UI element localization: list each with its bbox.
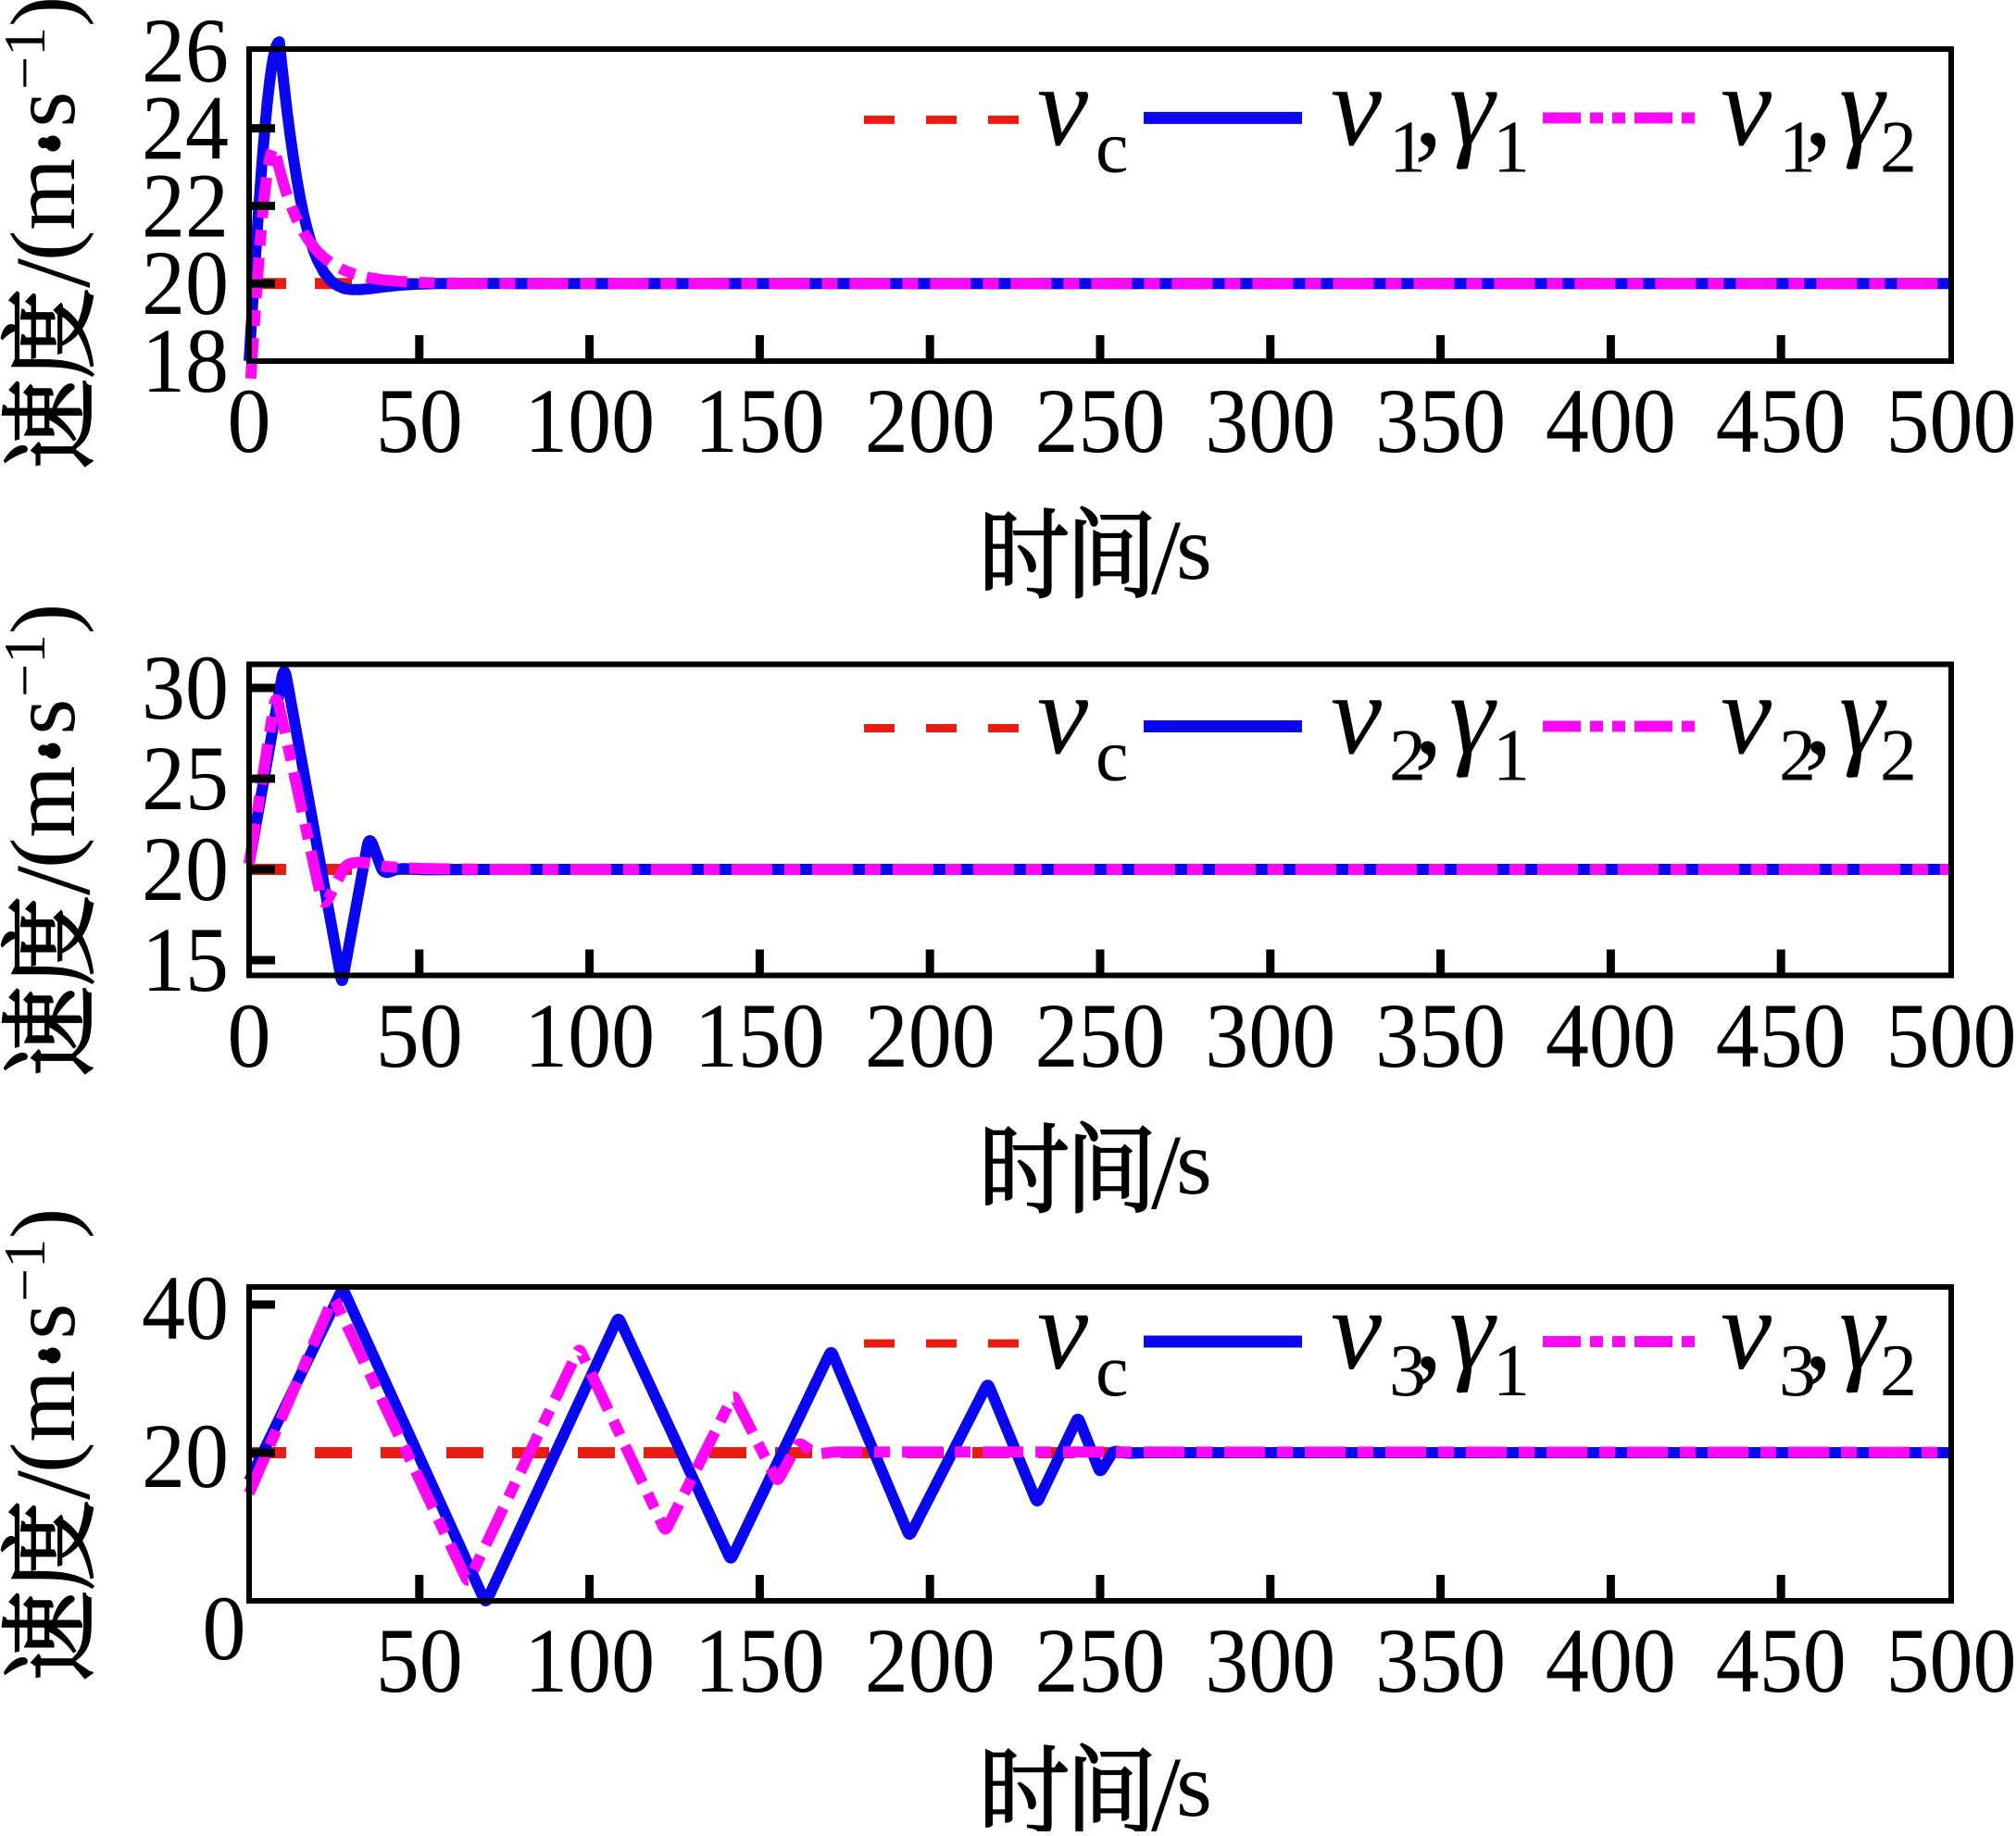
svg-text:−1: −1 [0,1239,57,1302]
svg-text:300: 300 [1205,1609,1335,1712]
svg-text:50: 50 [376,369,463,472]
svg-text:0: 0 [203,1577,246,1680]
svg-text:50: 50 [376,984,463,1087]
svg-text:1: 1 [1493,106,1530,188]
svg-text:450: 450 [1716,1609,1847,1712]
svg-text:): ) [0,1208,94,1239]
svg-text:250: 250 [1035,369,1166,472]
svg-text:150: 150 [695,369,825,472]
svg-text:30: 30 [142,636,229,739]
svg-text:v: v [1721,1267,1772,1393]
svg-text:): ) [0,604,94,634]
svg-text:,: , [1414,43,1443,169]
svg-text:/: / [0,258,112,288]
svg-text:1: 1 [1493,716,1530,797]
svg-text:v: v [1037,652,1089,779]
svg-text:,: , [1804,1267,1833,1393]
svg-text:,: , [1804,652,1833,779]
svg-text:2: 2 [1880,716,1917,797]
svg-text:v: v [1037,1267,1089,1393]
svg-text:250: 250 [1035,1609,1166,1712]
svg-text:450: 450 [1716,369,1847,472]
svg-text:450: 450 [1716,984,1847,1087]
svg-text:50: 50 [376,1609,463,1712]
svg-text:150: 150 [695,1609,825,1712]
svg-text:2: 2 [1880,106,1917,188]
svg-text:/: / [0,866,112,895]
svg-text:2: 2 [1880,1330,1917,1412]
svg-text:(m·s: (m·s [0,92,94,261]
svg-text:v: v [1037,43,1089,169]
svg-text:−1: −1 [0,27,57,90]
svg-text:500: 500 [1886,369,2016,472]
svg-text:26: 26 [142,0,229,102]
svg-text:c: c [1096,106,1129,188]
svg-text:,: , [1414,652,1443,779]
svg-text:s: s [1176,496,1212,599]
svg-text:150: 150 [695,984,825,1087]
svg-text:c: c [1096,1330,1129,1412]
svg-text:400: 400 [1546,984,1676,1087]
svg-text:200: 200 [865,369,995,472]
svg-text:350: 350 [1375,1609,1506,1712]
svg-text:500: 500 [1886,984,2016,1087]
svg-text:350: 350 [1375,369,1506,472]
svg-text:s: s [1176,1111,1212,1214]
svg-text:s: s [1176,1733,1212,1831]
svg-text:400: 400 [1546,369,1676,472]
svg-text:γ: γ [1449,652,1497,779]
svg-text:v: v [1331,652,1383,779]
svg-text:100: 100 [524,984,655,1087]
svg-text:500: 500 [1886,1609,2016,1712]
svg-text:100: 100 [524,1609,655,1712]
svg-text:1: 1 [1493,1330,1530,1412]
svg-text:v: v [1721,652,1772,779]
svg-text:400: 400 [1546,1609,1676,1712]
svg-text:,: , [1804,43,1833,169]
svg-text:250: 250 [1035,984,1166,1087]
svg-text:300: 300 [1205,369,1335,472]
svg-text:v: v [1331,43,1383,169]
svg-text:,: , [1414,1267,1443,1393]
svg-text:0: 0 [228,984,271,1087]
svg-text:0: 0 [228,369,271,472]
svg-text:γ: γ [1449,43,1497,169]
svg-text:/: / [0,1470,112,1500]
svg-text:350: 350 [1375,984,1506,1087]
svg-text:(m·s: (m·s [0,699,94,868]
svg-text:40: 40 [142,1256,229,1359]
svg-text:γ: γ [1449,1267,1497,1393]
svg-text:100: 100 [524,369,655,472]
svg-text:20: 20 [142,1405,229,1507]
svg-text:−1: −1 [0,634,57,697]
svg-text:20: 20 [142,818,229,920]
svg-text:): ) [0,0,94,27]
svg-text:200: 200 [865,1609,995,1712]
svg-text:15: 15 [142,908,229,1011]
svg-text:25: 25 [142,727,229,830]
svg-text:c: c [1096,716,1129,797]
svg-text:v: v [1721,43,1772,169]
svg-text:200: 200 [865,984,995,1087]
svg-text:300: 300 [1205,984,1335,1087]
svg-text:(m·s: (m·s [0,1304,94,1473]
svg-text:v: v [1331,1267,1383,1393]
